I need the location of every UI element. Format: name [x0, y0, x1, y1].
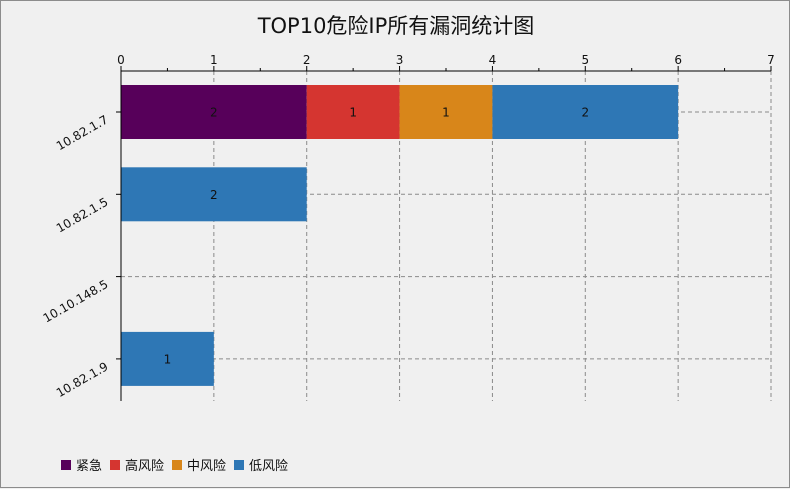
x-tick-label-7: 7	[767, 53, 775, 67]
data-label-0-1: 1	[349, 106, 357, 120]
x-tick-label-4: 4	[489, 53, 497, 67]
bar-0-0	[121, 85, 307, 139]
chart-title: TOP10危险IP所有漏洞统计图	[257, 14, 535, 38]
x-tick-label-0: 0	[117, 53, 125, 67]
chart-legend: 紧急 高风险 中风险 低风险	[61, 455, 296, 474]
data-label-0-2: 1	[442, 106, 450, 120]
data-label-0-3: 2	[581, 106, 589, 120]
legend-swatch-1	[110, 459, 121, 470]
legend-swatch-3	[234, 459, 245, 470]
legend-label-1: 高风险	[125, 459, 165, 474]
y-category-label-3: 10.82.1.9	[54, 359, 111, 400]
bar-0-1	[306, 85, 400, 139]
y-category-label-0: 10.82.1.7	[54, 112, 111, 153]
legend-label-0: 紧急	[76, 459, 103, 474]
bar-3-3	[121, 331, 214, 386]
x-tick-label-6: 6	[674, 53, 682, 67]
bar-1-3	[121, 167, 307, 222]
y-category-label-2: 10.10.148.5	[41, 277, 111, 325]
data-label-3-3: 1	[164, 352, 172, 366]
x-tick-label-1: 1	[210, 53, 218, 67]
data-label-0-0: 2	[210, 106, 218, 120]
legend-item-0: 紧急	[61, 455, 102, 474]
x-tick-label-5: 5	[581, 53, 589, 67]
y-category-label-1: 10.82.1.5	[54, 195, 111, 236]
legend-label-3: 低风险	[249, 459, 289, 474]
legend-swatch-2	[172, 459, 183, 470]
data-label-1-3: 2	[210, 188, 218, 202]
legend-label-2: 中风险	[187, 459, 227, 474]
legend-item-2: 中风险	[172, 455, 226, 474]
bar-0-3	[492, 85, 679, 139]
x-tick-label-2: 2	[303, 53, 311, 67]
legend-swatch-0	[61, 459, 71, 470]
legend-item-1: 高风险	[110, 455, 164, 474]
legend-item-3: 低风险	[234, 455, 288, 474]
bar-0-2	[399, 85, 493, 139]
x-tick-label-3: 3	[396, 53, 404, 67]
